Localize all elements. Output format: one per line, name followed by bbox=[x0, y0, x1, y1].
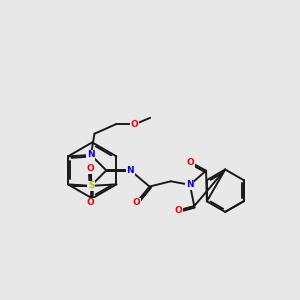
Text: O: O bbox=[131, 120, 139, 129]
Text: O: O bbox=[132, 198, 140, 207]
Text: S: S bbox=[88, 181, 94, 190]
Text: N: N bbox=[87, 150, 95, 159]
Text: O: O bbox=[174, 206, 182, 215]
Text: O: O bbox=[187, 158, 195, 167]
Text: O: O bbox=[87, 164, 95, 173]
Text: S: S bbox=[88, 181, 94, 190]
Text: N: N bbox=[186, 180, 194, 189]
Text: N: N bbox=[127, 166, 134, 175]
Text: O: O bbox=[87, 198, 95, 207]
